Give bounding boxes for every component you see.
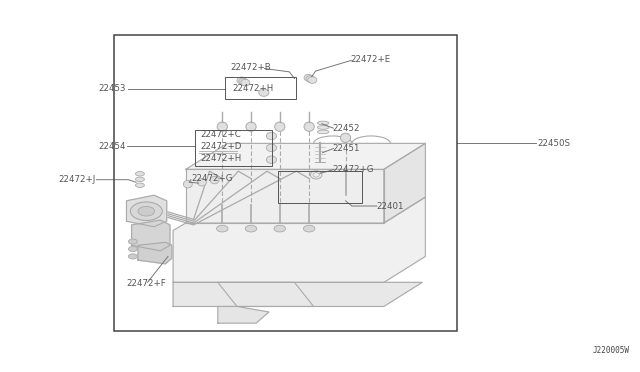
Circle shape [129, 246, 138, 251]
Circle shape [274, 225, 285, 232]
Text: 22452: 22452 [332, 124, 360, 133]
Ellipse shape [340, 133, 351, 142]
Polygon shape [127, 195, 167, 227]
Ellipse shape [317, 126, 329, 129]
Ellipse shape [197, 179, 206, 186]
Text: 22451: 22451 [332, 144, 360, 153]
Bar [225, 77, 296, 99]
Polygon shape [173, 197, 426, 282]
Ellipse shape [183, 180, 192, 188]
Ellipse shape [136, 183, 145, 187]
Polygon shape [173, 282, 422, 307]
Polygon shape [186, 169, 384, 223]
Polygon shape [132, 220, 170, 251]
Text: 22472+D: 22472+D [200, 142, 242, 151]
Ellipse shape [210, 176, 219, 184]
Ellipse shape [317, 130, 329, 134]
Circle shape [138, 206, 155, 216]
Text: 22472+C: 22472+C [200, 130, 241, 140]
Bar [115, 35, 458, 331]
Ellipse shape [217, 122, 227, 131]
Circle shape [216, 225, 228, 232]
Ellipse shape [241, 79, 250, 86]
Polygon shape [218, 282, 314, 307]
Ellipse shape [246, 122, 256, 131]
Text: 22472+G: 22472+G [332, 165, 374, 174]
Ellipse shape [317, 121, 329, 125]
Polygon shape [218, 307, 269, 323]
Text: 22453: 22453 [99, 84, 126, 93]
Polygon shape [186, 143, 426, 169]
Ellipse shape [275, 122, 285, 131]
Text: 22472+G: 22472+G [191, 174, 232, 183]
Text: 22472+B: 22472+B [230, 63, 271, 72]
Text: 22472+H: 22472+H [232, 84, 274, 93]
Ellipse shape [266, 132, 276, 140]
Polygon shape [384, 143, 426, 223]
Ellipse shape [266, 156, 276, 163]
Polygon shape [138, 242, 172, 264]
Text: 22401: 22401 [377, 202, 404, 211]
Text: 22450S: 22450S [537, 139, 570, 148]
Bar [195, 130, 272, 166]
Text: J220005W: J220005W [593, 346, 630, 355]
Ellipse shape [308, 77, 317, 83]
Bar [278, 171, 362, 203]
Circle shape [129, 254, 138, 259]
Ellipse shape [259, 89, 269, 96]
Ellipse shape [306, 76, 315, 82]
Circle shape [129, 239, 138, 244]
Circle shape [131, 202, 163, 221]
Ellipse shape [136, 177, 145, 182]
Text: 22472+J: 22472+J [58, 175, 95, 184]
Circle shape [303, 225, 315, 232]
Circle shape [245, 225, 257, 232]
Text: 22472+E: 22472+E [351, 55, 391, 64]
Ellipse shape [304, 74, 313, 81]
Ellipse shape [239, 78, 248, 85]
Ellipse shape [136, 171, 145, 176]
Text: 22472+F: 22472+F [126, 279, 166, 288]
Ellipse shape [237, 77, 246, 84]
Text: 22454: 22454 [99, 142, 126, 151]
Ellipse shape [304, 122, 314, 131]
Text: 22472+H: 22472+H [200, 154, 242, 163]
Ellipse shape [266, 144, 276, 151]
